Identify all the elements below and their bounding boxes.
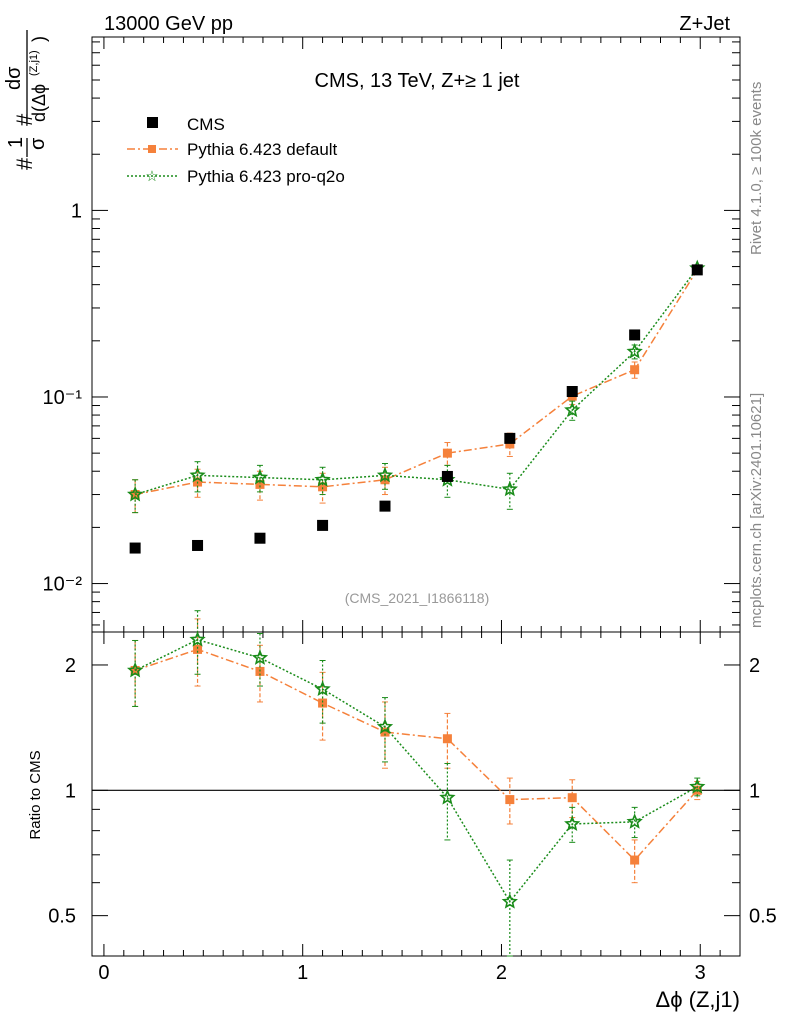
ratio-point-series-2 bbox=[189, 631, 206, 647]
main-point-series-0 bbox=[192, 539, 204, 551]
ratio-point-series-2 bbox=[626, 813, 643, 829]
main-point-series-0 bbox=[566, 386, 578, 398]
x-tick-label: 0 bbox=[98, 962, 109, 984]
ratio-y-tick-label-right: 0.5 bbox=[749, 906, 777, 928]
ratio-y-tick-label: 0.5 bbox=[48, 906, 76, 928]
ratio-point-series-2 bbox=[314, 680, 331, 697]
ratio-y-tick-label: 1 bbox=[65, 780, 76, 802]
ratio-y-axis-label: Ratio to CMS bbox=[27, 750, 44, 839]
main-point-series-0 bbox=[691, 264, 703, 276]
main-point-series-0 bbox=[129, 542, 141, 554]
main-point-series-0 bbox=[379, 500, 391, 512]
ratio-line-series-1 bbox=[134, 648, 698, 862]
ratio-line-series-2 bbox=[134, 638, 698, 904]
ratio-point-series-1 bbox=[193, 644, 203, 654]
ratio-point-series-1 bbox=[567, 793, 577, 803]
ratio-y-tick-label: 2 bbox=[65, 655, 76, 677]
main-point-series-2 bbox=[314, 471, 331, 487]
main-point-series-2 bbox=[126, 485, 144, 502]
x-tick-label: 1 bbox=[297, 962, 308, 984]
ratio-point-series-2 bbox=[564, 815, 581, 831]
main-point-series-0 bbox=[504, 432, 516, 444]
svg-text:(Z,j1): (Z,j1) bbox=[28, 50, 40, 76]
svg-text:1: 1 bbox=[5, 137, 27, 148]
main-point-series-0 bbox=[629, 329, 641, 341]
svg-text:d(Δϕ: d(Δϕ bbox=[29, 84, 49, 122]
main-point-series-1 bbox=[630, 365, 640, 375]
main-point-series-2 bbox=[501, 480, 518, 497]
rivet-version-label: Rivet 4.1.0, ≥ 100k events bbox=[748, 82, 765, 255]
ratio-point-series-2 bbox=[126, 661, 144, 678]
analysis-label: (CMS_2021_I1866118) bbox=[345, 590, 490, 606]
legend-marker-cms bbox=[147, 117, 158, 128]
main-point-series-0 bbox=[317, 519, 329, 531]
svg-text:): ) bbox=[29, 36, 49, 42]
svg-text:#: # bbox=[12, 113, 37, 126]
main-y-tick-label: 10⁻¹ bbox=[43, 387, 83, 409]
mcplots-label: mcplots.cern.ch [arXiv:2401.10621] bbox=[748, 393, 765, 628]
ratio-point-series-2 bbox=[376, 718, 394, 734]
svg-text:#: # bbox=[12, 157, 37, 170]
legend-marker-default bbox=[148, 145, 156, 153]
main-point-series-2 bbox=[564, 401, 581, 418]
ratio-point-series-2 bbox=[501, 893, 518, 909]
main-point-series-0 bbox=[441, 470, 453, 482]
main-line-series-2 bbox=[134, 267, 698, 496]
main-point-series-2 bbox=[251, 468, 269, 485]
ratio-point-series-1 bbox=[380, 727, 390, 737]
main-point-series-1 bbox=[505, 439, 515, 449]
main-point-series-1 bbox=[318, 482, 328, 492]
svg-text:dσ: dσ bbox=[3, 66, 25, 90]
main-point-series-0 bbox=[254, 532, 266, 544]
legend-label-default: Pythia 6.423 default bbox=[187, 140, 338, 159]
main-point-series-1 bbox=[442, 448, 452, 458]
ratio-point-series-2 bbox=[251, 649, 269, 665]
main-point-series-2 bbox=[189, 466, 206, 483]
x-axis-label: Δϕ (Z,j1) bbox=[656, 987, 740, 1012]
main-point-series-2 bbox=[376, 466, 394, 483]
main-point-series-2 bbox=[626, 343, 643, 359]
ratio-point-series-1 bbox=[630, 855, 640, 865]
ratio-point-series-1 bbox=[505, 795, 515, 805]
legend: CMS Pythia 6.423 default ☆ Pythia 6.423 … bbox=[127, 115, 345, 186]
header-process: 13000 GeV pp bbox=[104, 13, 233, 35]
header-channel: Z+Jet bbox=[679, 13, 730, 35]
ratio-y-tick-label-right: 2 bbox=[749, 655, 760, 677]
x-tick-label: 3 bbox=[695, 962, 706, 984]
ratio-point-series-2 bbox=[689, 778, 706, 794]
main-point-series-1 bbox=[255, 479, 265, 489]
ratio-point-series-1 bbox=[442, 734, 452, 744]
chart-title: CMS, 13 TeV, Z+≥ 1 jet bbox=[315, 70, 520, 92]
legend-label-proq2o: Pythia 6.423 pro-q2o bbox=[187, 167, 345, 186]
legend-marker-proq2o: ☆ bbox=[145, 167, 158, 185]
main-y-tick-label: 1 bbox=[71, 200, 82, 222]
ratio-panel-frame bbox=[91, 631, 741, 957]
ratio-point-series-1 bbox=[318, 698, 328, 708]
svg-text:σ: σ bbox=[27, 137, 49, 150]
ratio-point-series-2 bbox=[439, 789, 456, 805]
x-tick-label: 2 bbox=[496, 962, 507, 984]
main-y-axis-label: # 1 σ # dσ d(Δϕ (Z,j1) ) bbox=[3, 30, 49, 170]
main-y-tick-label: 10⁻² bbox=[43, 574, 83, 596]
ratio-y-tick-label-right: 1 bbox=[749, 780, 760, 802]
legend-label-cms: CMS bbox=[187, 115, 225, 134]
main-line-series-1 bbox=[134, 269, 698, 496]
